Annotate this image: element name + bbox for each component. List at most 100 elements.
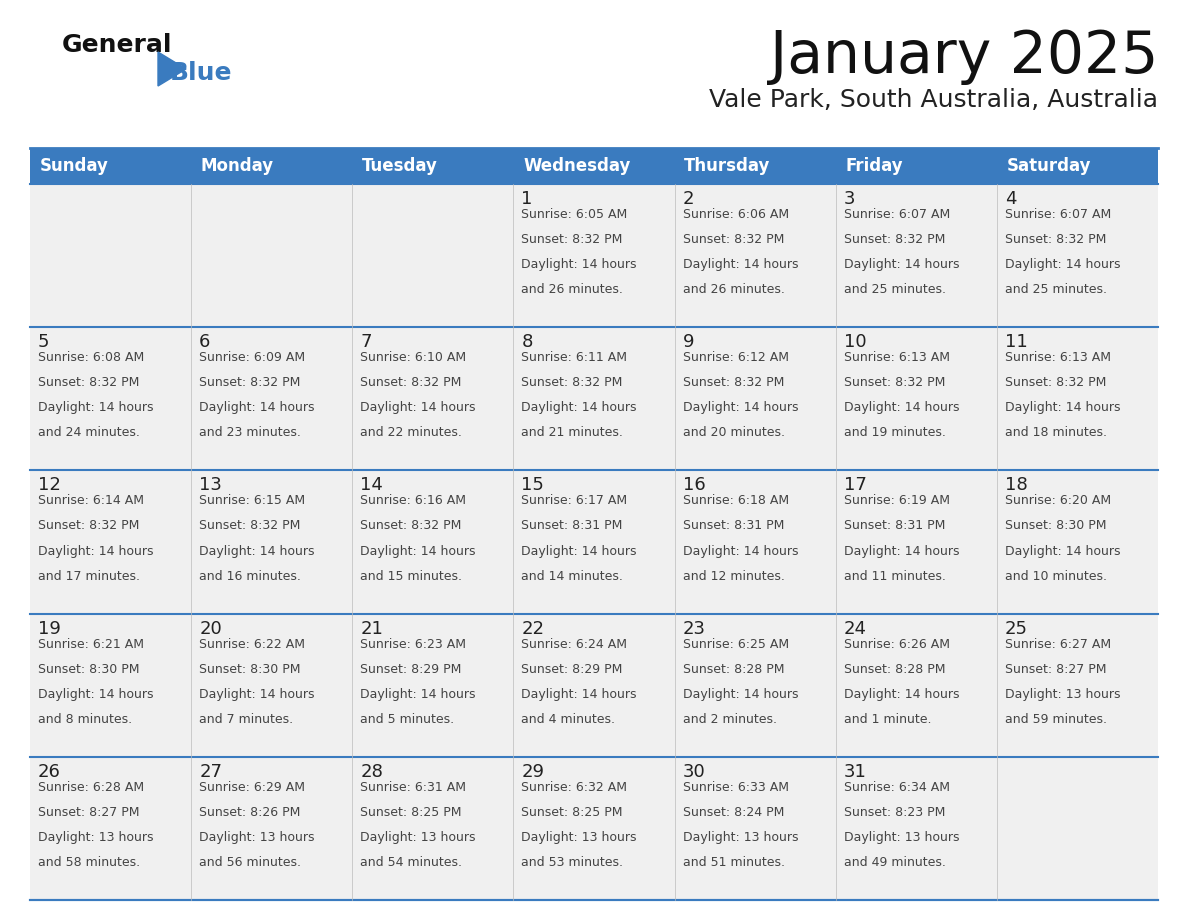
Text: Sunset: 8:32 PM: Sunset: 8:32 PM <box>38 376 139 389</box>
Text: and 2 minutes.: and 2 minutes. <box>683 712 777 726</box>
Text: and 58 minutes.: and 58 minutes. <box>38 856 140 869</box>
Text: Sunset: 8:32 PM: Sunset: 8:32 PM <box>1005 233 1106 246</box>
Text: and 17 minutes.: and 17 minutes. <box>38 569 140 583</box>
Text: Sunset: 8:31 PM: Sunset: 8:31 PM <box>683 520 784 532</box>
Text: Sunrise: 6:27 AM: Sunrise: 6:27 AM <box>1005 638 1111 651</box>
Text: Sunrise: 6:26 AM: Sunrise: 6:26 AM <box>843 638 949 651</box>
Text: Vale Park, South Australia, Australia: Vale Park, South Australia, Australia <box>709 88 1158 112</box>
Text: Sunrise: 6:24 AM: Sunrise: 6:24 AM <box>522 638 627 651</box>
Text: Tuesday: Tuesday <box>362 157 438 175</box>
Text: Daylight: 14 hours: Daylight: 14 hours <box>200 544 315 557</box>
Text: Sunrise: 6:34 AM: Sunrise: 6:34 AM <box>843 781 949 794</box>
Text: 2: 2 <box>683 190 694 208</box>
Text: Sunday: Sunday <box>39 157 108 175</box>
Text: 17: 17 <box>843 476 867 495</box>
Text: Sunrise: 6:13 AM: Sunrise: 6:13 AM <box>1005 352 1111 364</box>
Text: Sunset: 8:30 PM: Sunset: 8:30 PM <box>1005 520 1106 532</box>
Text: 22: 22 <box>522 620 544 638</box>
Text: 16: 16 <box>683 476 706 495</box>
Text: 27: 27 <box>200 763 222 781</box>
Bar <box>513 470 675 613</box>
Bar <box>30 184 191 327</box>
Bar <box>675 184 835 327</box>
Bar <box>997 327 1158 470</box>
Text: Daylight: 14 hours: Daylight: 14 hours <box>1005 401 1120 414</box>
Text: Daylight: 14 hours: Daylight: 14 hours <box>38 401 153 414</box>
Text: Sunset: 8:24 PM: Sunset: 8:24 PM <box>683 806 784 819</box>
Text: 21: 21 <box>360 620 384 638</box>
Text: Monday: Monday <box>201 157 274 175</box>
Text: 29: 29 <box>522 763 544 781</box>
Text: and 54 minutes.: and 54 minutes. <box>360 856 462 869</box>
Text: 19: 19 <box>38 620 61 638</box>
Text: and 16 minutes.: and 16 minutes. <box>200 569 301 583</box>
Text: and 4 minutes.: and 4 minutes. <box>522 712 615 726</box>
Text: 6: 6 <box>200 333 210 352</box>
Text: 15: 15 <box>522 476 544 495</box>
Text: Daylight: 14 hours: Daylight: 14 hours <box>522 401 637 414</box>
Bar <box>675 327 835 470</box>
Text: Wednesday: Wednesday <box>523 157 631 175</box>
Text: Sunset: 8:28 PM: Sunset: 8:28 PM <box>683 663 784 676</box>
Bar <box>30 327 191 470</box>
Text: Daylight: 14 hours: Daylight: 14 hours <box>360 688 476 700</box>
Bar <box>191 148 353 184</box>
Text: Daylight: 14 hours: Daylight: 14 hours <box>522 544 637 557</box>
Text: and 20 minutes.: and 20 minutes. <box>683 426 784 440</box>
Text: Sunrise: 6:07 AM: Sunrise: 6:07 AM <box>1005 208 1111 221</box>
Text: and 51 minutes.: and 51 minutes. <box>683 856 784 869</box>
Text: Daylight: 14 hours: Daylight: 14 hours <box>360 544 476 557</box>
Text: 18: 18 <box>1005 476 1028 495</box>
Text: Sunrise: 6:29 AM: Sunrise: 6:29 AM <box>200 781 305 794</box>
Text: Sunrise: 6:31 AM: Sunrise: 6:31 AM <box>360 781 467 794</box>
Text: Saturday: Saturday <box>1006 157 1091 175</box>
Text: Sunset: 8:27 PM: Sunset: 8:27 PM <box>38 806 139 819</box>
Text: Sunrise: 6:28 AM: Sunrise: 6:28 AM <box>38 781 144 794</box>
Text: 26: 26 <box>38 763 61 781</box>
Text: Thursday: Thursday <box>684 157 771 175</box>
Bar <box>30 756 191 900</box>
Text: 9: 9 <box>683 333 694 352</box>
Text: Sunrise: 6:20 AM: Sunrise: 6:20 AM <box>1005 495 1111 508</box>
Bar <box>835 184 997 327</box>
Text: Daylight: 13 hours: Daylight: 13 hours <box>200 831 315 844</box>
Text: Sunrise: 6:14 AM: Sunrise: 6:14 AM <box>38 495 144 508</box>
Text: 20: 20 <box>200 620 222 638</box>
Bar <box>30 613 191 756</box>
Polygon shape <box>158 52 187 86</box>
Bar <box>353 756 513 900</box>
Text: Sunset: 8:31 PM: Sunset: 8:31 PM <box>843 520 946 532</box>
Text: Sunset: 8:32 PM: Sunset: 8:32 PM <box>522 233 623 246</box>
Text: Sunrise: 6:11 AM: Sunrise: 6:11 AM <box>522 352 627 364</box>
Bar <box>513 327 675 470</box>
Bar <box>835 327 997 470</box>
Bar <box>191 470 353 613</box>
Bar <box>675 148 835 184</box>
Text: and 10 minutes.: and 10 minutes. <box>1005 569 1107 583</box>
Text: Sunset: 8:29 PM: Sunset: 8:29 PM <box>360 663 462 676</box>
Text: Sunrise: 6:23 AM: Sunrise: 6:23 AM <box>360 638 467 651</box>
Text: Blue: Blue <box>170 61 233 85</box>
Text: Sunrise: 6:32 AM: Sunrise: 6:32 AM <box>522 781 627 794</box>
Text: Sunrise: 6:06 AM: Sunrise: 6:06 AM <box>683 208 789 221</box>
Text: Sunset: 8:32 PM: Sunset: 8:32 PM <box>360 376 462 389</box>
Text: Sunrise: 6:09 AM: Sunrise: 6:09 AM <box>200 352 305 364</box>
Text: Sunset: 8:25 PM: Sunset: 8:25 PM <box>360 806 462 819</box>
Text: and 19 minutes.: and 19 minutes. <box>843 426 946 440</box>
Text: Sunset: 8:29 PM: Sunset: 8:29 PM <box>522 663 623 676</box>
Text: Sunset: 8:27 PM: Sunset: 8:27 PM <box>1005 663 1106 676</box>
Text: and 7 minutes.: and 7 minutes. <box>200 712 293 726</box>
Text: Daylight: 13 hours: Daylight: 13 hours <box>360 831 476 844</box>
Text: Daylight: 13 hours: Daylight: 13 hours <box>843 831 959 844</box>
Text: 1: 1 <box>522 190 533 208</box>
Bar <box>30 148 191 184</box>
Text: and 11 minutes.: and 11 minutes. <box>843 569 946 583</box>
Text: Sunrise: 6:33 AM: Sunrise: 6:33 AM <box>683 781 789 794</box>
Bar <box>997 184 1158 327</box>
Text: Daylight: 13 hours: Daylight: 13 hours <box>38 831 153 844</box>
Text: Sunrise: 6:10 AM: Sunrise: 6:10 AM <box>360 352 467 364</box>
Bar <box>997 470 1158 613</box>
Bar <box>191 613 353 756</box>
Bar <box>997 613 1158 756</box>
Text: 25: 25 <box>1005 620 1028 638</box>
